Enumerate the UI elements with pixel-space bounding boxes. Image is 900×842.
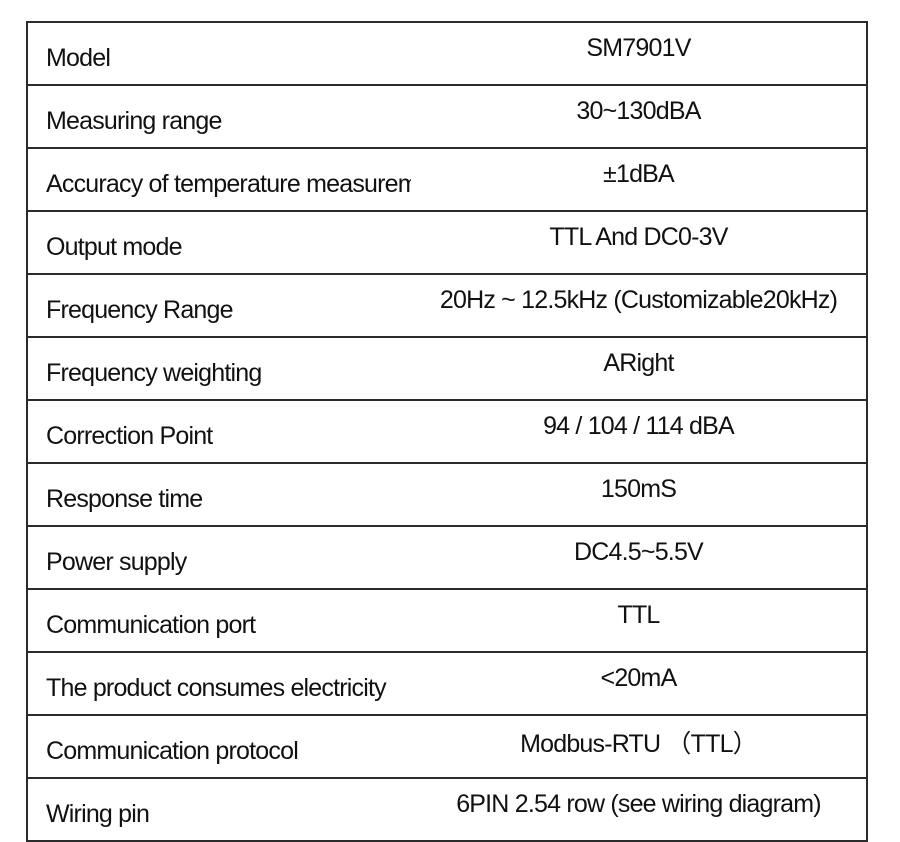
spec-value: 150mS [411,462,868,527]
spec-row-measuring-range: Measuring range 30~130dBA [26,84,868,149]
spec-label: Correction Point [26,399,411,464]
spec-value: 94 / 104 / 114 dBA [411,399,868,464]
spec-value: ARight [411,336,868,401]
spec-row-communication-protocol: Communication protocol Modbus-RTU （TTL） [26,714,868,779]
spec-value: DC4.5~5.5V [411,525,868,590]
spec-value: 6PIN 2.54 row (see wiring diagram) [411,777,868,842]
spec-label: Frequency Range [26,273,411,338]
spec-label: Measuring range [26,84,411,149]
spec-value: ±1dBA [411,147,868,212]
spec-value: SM7901V [411,21,868,86]
spec-row-accuracy: Accuracy of temperature measurement ±1dB… [26,147,868,212]
spec-row-response-time: Response time 150mS [26,462,868,527]
spec-row-frequency-weighting: Frequency weighting ARight [26,336,868,401]
spec-row-output-mode: Output mode TTL And DC0-3V [26,210,868,275]
spec-label: Frequency weighting [26,336,411,401]
spec-row-model: Model SM7901V [26,21,868,86]
spec-value: 30~130dBA [411,84,868,149]
spec-value: TTL And DC0-3V [411,210,868,275]
spec-value: TTL [411,588,868,653]
spec-table: Model SM7901V Measuring range 30~130dBA … [26,21,868,842]
spec-page: { "specs": [ {"label": "Model", "value":… [26,21,868,842]
spec-row-wiring-pin: Wiring pin 6PIN 2.54 row (see wiring dia… [26,777,868,842]
spec-value: <20mA [411,651,868,716]
spec-row-communication-port: Communication port TTL [26,588,868,653]
spec-value: 20Hz ~ 12.5kHz (Customizable20kHz) [411,273,868,338]
spec-label: Communication protocol [26,714,411,779]
spec-label: Communication port [26,588,411,653]
spec-label: The product consumes electricity [26,651,411,716]
spec-row-power-consumption: The product consumes electricity <20mA [26,651,868,716]
spec-label: Output mode [26,210,411,275]
spec-label: Response time [26,462,411,527]
spec-row-frequency-range: Frequency Range 20Hz ~ 12.5kHz (Customiz… [26,273,868,338]
spec-label: Wiring pin [26,777,411,842]
spec-value: Modbus-RTU （TTL） [411,714,868,779]
spec-row-power-supply: Power supply DC4.5~5.5V [26,525,868,590]
spec-row-correction-point: Correction Point 94 / 104 / 114 dBA [26,399,868,464]
spec-label: Model [26,21,411,86]
spec-label: Accuracy of temperature measurement [26,147,411,212]
spec-label: Power supply [26,525,411,590]
